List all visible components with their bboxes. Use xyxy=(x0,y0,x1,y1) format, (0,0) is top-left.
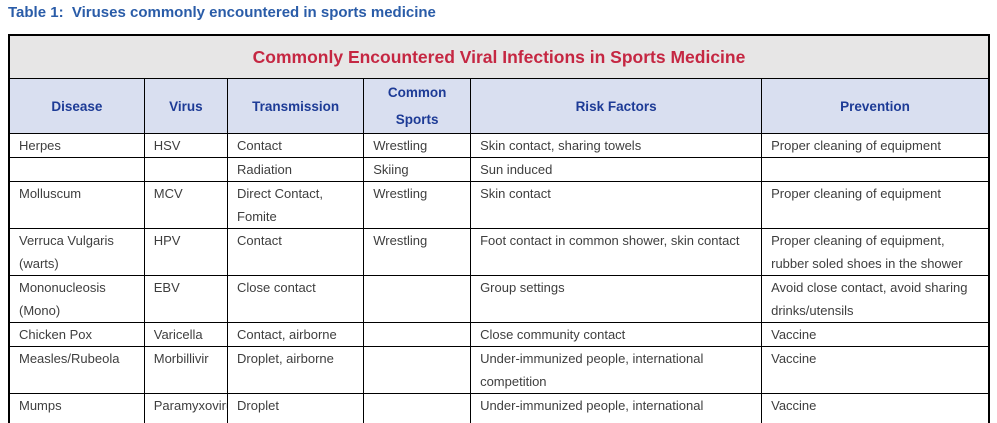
column-header-risk-factors: Risk Factors xyxy=(470,78,763,134)
cell-transmission: Droplet xyxy=(227,393,365,423)
cell-prevention: Avoid close contact, avoid sharing drink… xyxy=(761,275,990,323)
cell-prevention: Proper cleaning of equipment xyxy=(761,181,990,229)
column-header-virus: Virus xyxy=(143,78,229,134)
cell-common-sports xyxy=(363,393,472,423)
cell-disease: Molluscum xyxy=(8,181,145,229)
cell-disease xyxy=(8,157,145,182)
cell-common-sports: Wrestling xyxy=(363,228,472,276)
cell-transmission: Contact xyxy=(227,228,365,276)
table-row: Radiation Skiing Sun induced xyxy=(8,157,990,182)
table-row: Verruca Vulgaris (warts) HPV Contact Wre… xyxy=(8,228,990,276)
cell-transmission: Contact xyxy=(227,133,365,158)
cell-disease: Mumps xyxy=(8,393,145,423)
table-row: Mononucleosis (Mono) EBV Close contact G… xyxy=(8,275,990,323)
column-header-common-sports: Common Sports xyxy=(363,78,472,134)
cell-virus: Morbillivir xyxy=(143,346,229,394)
cell-prevention: Proper cleaning of equipment xyxy=(761,133,990,158)
column-header-row: Disease Virus Transmission Common Sports… xyxy=(8,78,990,134)
table-row: Molluscum MCV Direct Contact, Fomite Wre… xyxy=(8,181,990,229)
column-header-disease: Disease xyxy=(8,78,145,134)
cell-risk-factors: Sun induced xyxy=(470,157,763,182)
cell-risk-factors: Under-immunized people, international co… xyxy=(470,346,763,394)
cell-risk-factors: Skin contact, sharing towels xyxy=(470,133,763,158)
cell-transmission: Direct Contact, Fomite xyxy=(227,181,365,229)
cell-prevention: Vaccine xyxy=(761,322,990,347)
viral-infections-table: Commonly Encountered Viral Infections in… xyxy=(8,34,990,423)
table-row: Mumps Paramyxovirus Droplet Under-immuni… xyxy=(8,393,990,423)
cell-transmission: Close contact xyxy=(227,275,365,323)
cell-prevention: Vaccine xyxy=(761,393,990,423)
cell-common-sports: Wrestling xyxy=(363,181,472,229)
cell-virus: EBV xyxy=(143,275,229,323)
cell-disease: Mononucleosis (Mono) xyxy=(8,275,145,323)
cell-virus: HPV xyxy=(143,228,229,276)
cell-prevention: Proper cleaning of equipment, rubber sol… xyxy=(761,228,990,276)
cell-common-sports: Skiing xyxy=(363,157,472,182)
cell-virus: HSV xyxy=(143,133,229,158)
table-row: Chicken Pox Varicella Contact, airborne … xyxy=(8,322,990,347)
cell-disease: Measles/Rubeola xyxy=(8,346,145,394)
cell-transmission: Radiation xyxy=(227,157,365,182)
cell-disease: Verruca Vulgaris (warts) xyxy=(8,228,145,276)
table-row: Herpes HSV Contact Wrestling Skin contac… xyxy=(8,133,990,158)
cell-transmission: Contact, airborne xyxy=(227,322,365,347)
cell-risk-factors: Skin contact xyxy=(470,181,763,229)
cell-transmission: Droplet, airborne xyxy=(227,346,365,394)
column-header-transmission: Transmission xyxy=(227,78,365,134)
cell-disease: Chicken Pox xyxy=(8,322,145,347)
cell-risk-factors: Foot contact in common shower, skin cont… xyxy=(470,228,763,276)
table-caption: Table 1: Viruses commonly encountered in… xyxy=(8,4,436,21)
table-title: Commonly Encountered Viral Infections in… xyxy=(8,34,990,79)
cell-prevention: Vaccine xyxy=(761,346,990,394)
cell-disease: Herpes xyxy=(8,133,145,158)
cell-prevention xyxy=(761,157,990,182)
column-header-prevention: Prevention xyxy=(761,78,990,134)
cell-common-sports: Wrestling xyxy=(363,133,472,158)
cell-risk-factors: Close community contact xyxy=(470,322,763,347)
cell-common-sports xyxy=(363,322,472,347)
table-title-row: Commonly Encountered Viral Infections in… xyxy=(8,34,990,79)
cell-risk-factors: Group settings xyxy=(470,275,763,323)
cell-virus: MCV xyxy=(143,181,229,229)
cell-common-sports xyxy=(363,275,472,323)
cell-virus xyxy=(143,157,229,182)
table-row: Measles/Rubeola Morbillivir Droplet, air… xyxy=(8,346,990,394)
cell-common-sports xyxy=(363,346,472,394)
cell-virus: Paramyxovirus xyxy=(143,393,229,423)
cell-virus: Varicella xyxy=(143,322,229,347)
cell-risk-factors: Under-immunized people, international co… xyxy=(470,393,763,423)
